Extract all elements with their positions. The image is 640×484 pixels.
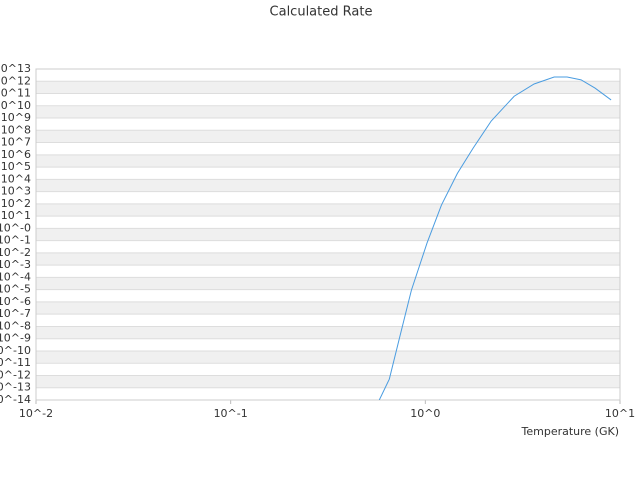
grid-band [36, 154, 620, 168]
y-tick-label: 10^9 [1, 111, 31, 124]
y-tick-label: 10^-3 [0, 258, 31, 271]
grid-band [36, 130, 620, 143]
y-tick-label: 10^2 [1, 197, 31, 210]
y-tick-label: 10^-9 [0, 332, 31, 345]
y-tick-label: 10^3 [1, 185, 31, 198]
y-tick-label: 10^13 [0, 62, 31, 75]
x-axis-label: Temperature (GK) [521, 425, 620, 438]
y-tick-label: 10^5 [1, 160, 31, 173]
y-tick-label: 10^6 [1, 148, 31, 161]
grid-band [36, 350, 620, 364]
y-tick-label: 10^-0 [0, 221, 31, 234]
y-tick-label: 10^1 [1, 209, 31, 222]
grid-band [36, 277, 620, 290]
grid-band [36, 81, 620, 94]
grid-band [36, 179, 620, 192]
y-tick-label: 10^-7 [0, 307, 31, 320]
grid-band [36, 203, 620, 217]
y-tick-label: 10^4 [1, 172, 31, 185]
y-tick-label: 10^-14 [0, 393, 31, 406]
y-tick-label: 10^-4 [0, 270, 31, 283]
grid-band [36, 301, 620, 315]
chart-title: Calculated Rate [270, 5, 373, 20]
y-tick-label: 10^-12 [0, 368, 31, 381]
y-tick-label: 10^11 [0, 87, 31, 100]
y-tick-label: 10^-13 [0, 381, 31, 394]
y-tick-label: 10^-6 [0, 295, 31, 308]
y-tick-label: 10^-10 [0, 344, 31, 357]
data-line [378, 76, 612, 400]
y-tick-label: 10^10 [0, 99, 31, 112]
y-tick-label: 10^7 [1, 136, 31, 149]
x-tick-label: 10^0 [410, 407, 440, 420]
y-tick-label: 10^-8 [0, 319, 31, 332]
x-tick-label: 10^1 [605, 407, 635, 420]
y-tick-label: 10^-1 [0, 234, 31, 247]
y-tick-label: 10^12 [0, 74, 31, 87]
grid-band [36, 326, 620, 339]
grid-band [36, 252, 620, 266]
y-tick-label: 10^8 [1, 123, 31, 136]
grid-band [36, 375, 620, 388]
x-tick-label: 10^-1 [214, 407, 248, 420]
y-tick-label: 10^-5 [0, 283, 31, 296]
x-tick-label: 10^-2 [19, 407, 53, 420]
y-tick-label: 10^-2 [0, 246, 31, 259]
y-tick-label: 10^-11 [0, 356, 31, 369]
plot-border [35, 68, 621, 401]
grid-band [36, 228, 620, 241]
grid-band [36, 105, 620, 119]
